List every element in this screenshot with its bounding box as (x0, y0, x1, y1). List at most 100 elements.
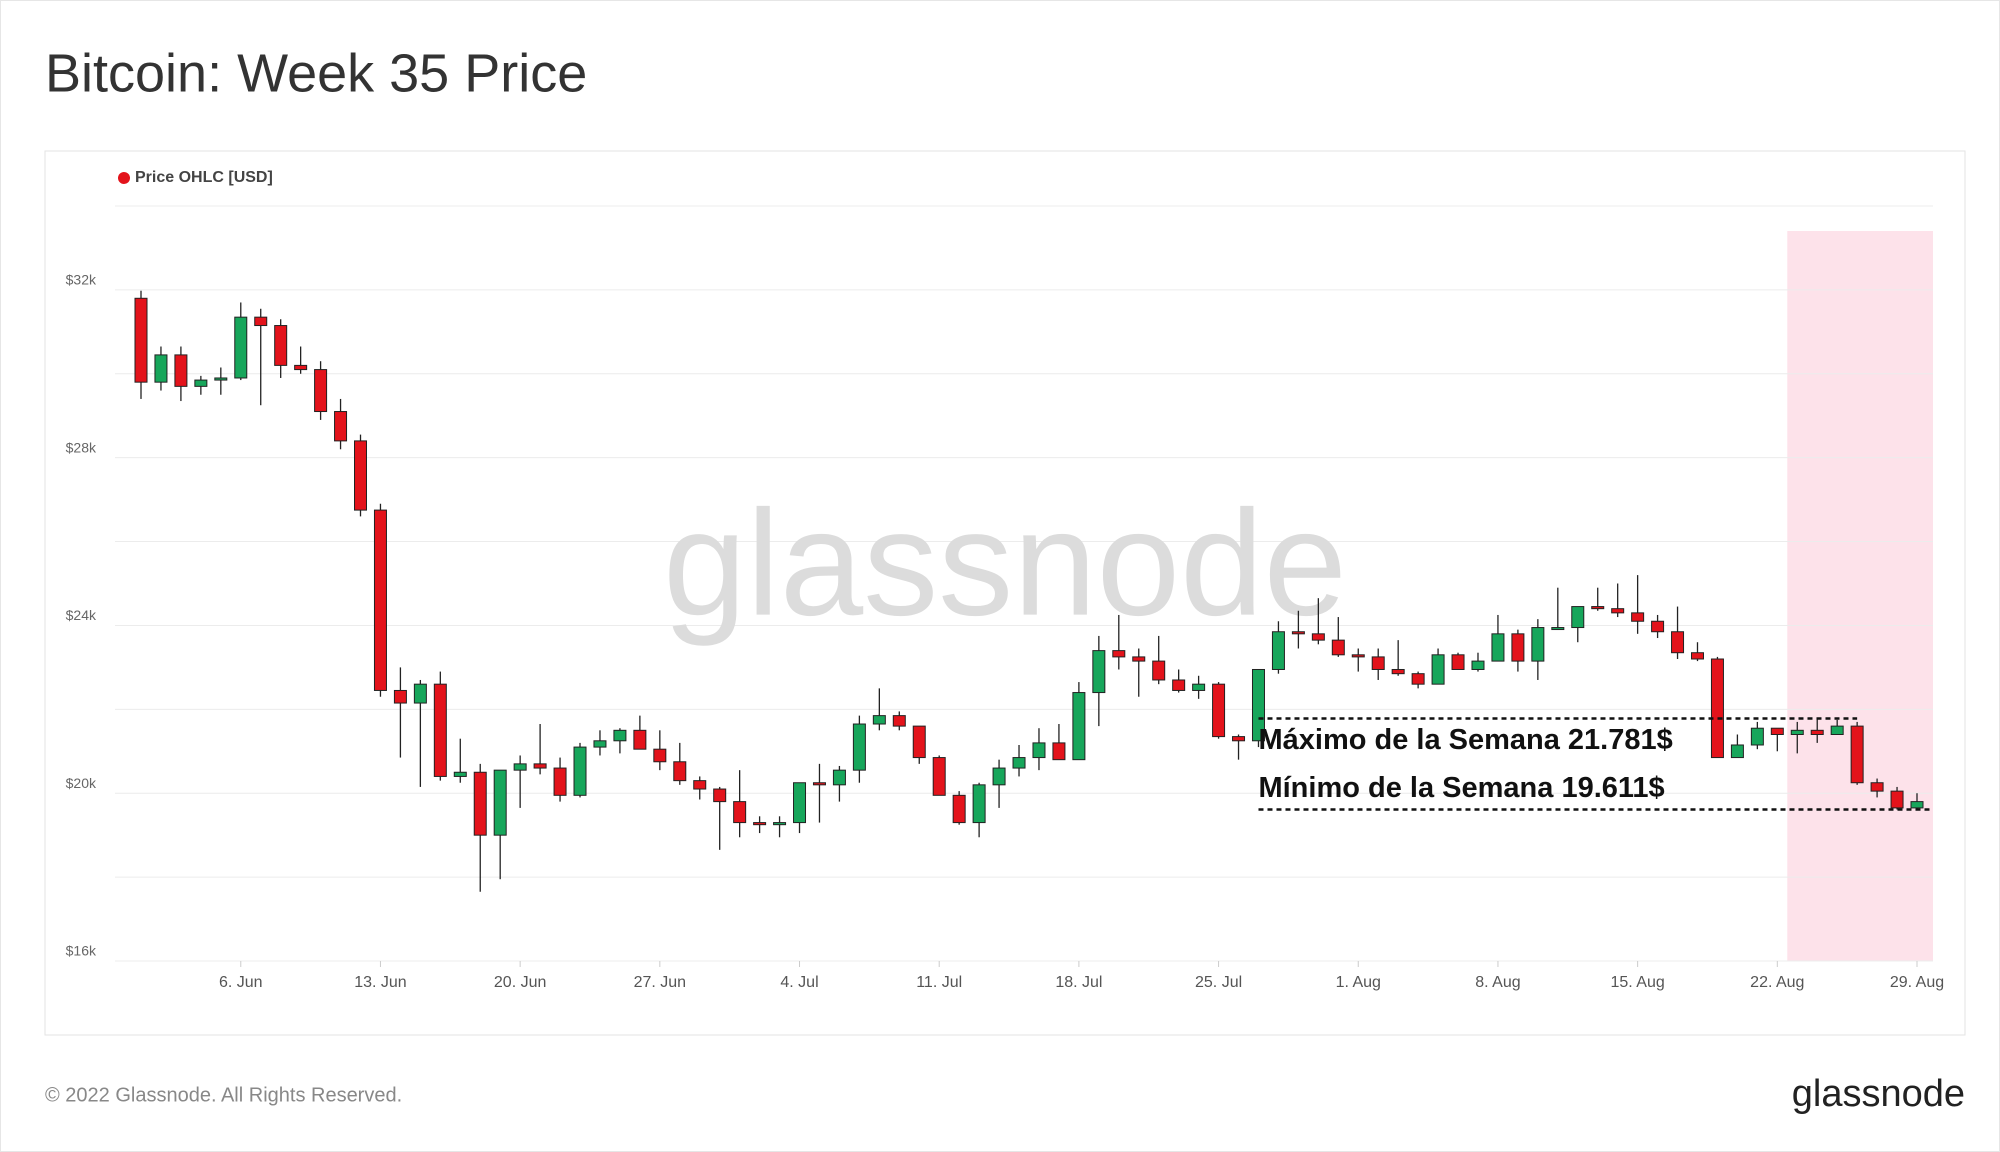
candle-body (1232, 736, 1246, 742)
candle-body (254, 316, 268, 327)
x-tick-label: 15. Aug (1610, 974, 1664, 991)
candle-body (1371, 656, 1385, 670)
candle-body (1890, 790, 1904, 809)
candle-body (1651, 620, 1665, 633)
x-tick-label: 4. Jul (780, 974, 818, 991)
candle-body (912, 725, 926, 759)
x-tick-label: 29. Aug (1890, 974, 1944, 991)
candle-body (1730, 744, 1744, 759)
candle-body (1710, 658, 1724, 759)
candle-body (1192, 683, 1206, 691)
candle-body (373, 509, 387, 691)
candle-body (1571, 606, 1585, 629)
candle-body (1072, 692, 1086, 761)
candle-body (294, 364, 308, 371)
candle-body (354, 440, 368, 511)
candle-body (693, 780, 707, 790)
highlight-region (1787, 231, 1933, 961)
candle-body (793, 782, 807, 824)
candle-body (573, 746, 587, 796)
candle-body (653, 748, 667, 763)
x-tick-label: 27. Jun (634, 974, 686, 991)
candle-body (1830, 725, 1844, 735)
x-tick-label: 13. Jun (354, 974, 406, 991)
candle-body (1311, 633, 1325, 641)
candle-body (832, 769, 846, 786)
logo: glassnode (1792, 1073, 1965, 1115)
candle-body (593, 740, 607, 748)
candle-body (733, 801, 747, 824)
candle-body (1331, 639, 1345, 656)
candle-body (1491, 633, 1505, 662)
candle-body (1132, 656, 1146, 662)
candle-body (1750, 727, 1764, 746)
y-tick-label: $24k (66, 607, 97, 623)
candle-body (1271, 631, 1285, 670)
candle-body (932, 757, 946, 796)
x-tick-label: 25. Jul (1195, 974, 1242, 991)
candle-body (1531, 627, 1545, 662)
candle-body (413, 683, 427, 704)
candle-body (433, 683, 447, 777)
candle-body (1012, 757, 1026, 769)
candle-body (1790, 729, 1804, 735)
candle-body (1770, 727, 1784, 735)
candle-body (1152, 660, 1166, 681)
candle-body (1591, 606, 1605, 610)
watermark: glassnode (663, 479, 1347, 647)
candle-body (992, 767, 1006, 786)
candle-body (1172, 679, 1186, 691)
candle-body (1611, 608, 1625, 614)
candle-body (1690, 652, 1704, 660)
y-tick-label: $16k (66, 943, 97, 959)
candle-body (134, 297, 148, 383)
candle-body (892, 715, 906, 727)
candle-body (812, 782, 826, 786)
x-tick-label: 22. Aug (1750, 974, 1804, 991)
candle-body (1451, 654, 1465, 670)
candle-body (1850, 725, 1864, 784)
candle-body (1411, 673, 1425, 685)
candle-body (1291, 631, 1305, 635)
candle-body (633, 729, 647, 750)
candle-body (713, 788, 727, 803)
candle-body (613, 729, 627, 742)
candle-body (872, 715, 886, 725)
candle-body (1471, 660, 1485, 670)
candle-body (1092, 650, 1106, 694)
candle-body (673, 761, 687, 782)
candle-body (1212, 683, 1226, 738)
footer: © 2022 Glassnode. All Rights Reserved. (45, 1084, 402, 1106)
x-tick-label: 11. Jul (916, 974, 962, 991)
x-tick-label: 1. Aug (1336, 974, 1381, 991)
candle-body (1052, 742, 1066, 761)
x-tick-label: 8. Aug (1475, 974, 1520, 991)
candle-body (753, 822, 767, 826)
candle-body (1032, 742, 1046, 759)
candle-body (194, 379, 208, 387)
candle-body (214, 377, 228, 381)
candle-body (1511, 633, 1525, 662)
candle-body (1910, 801, 1924, 809)
y-tick-label: $28k (66, 439, 97, 455)
candle-body (972, 784, 986, 824)
candle-body (453, 771, 467, 777)
candle-body (1251, 668, 1265, 742)
candle-body (1391, 668, 1405, 675)
x-tick-label: 18. Jul (1055, 974, 1102, 991)
y-tick-label: $20k (66, 775, 97, 791)
candle-body (1631, 612, 1645, 622)
candle-body (773, 822, 787, 826)
candle-body (513, 763, 527, 771)
candle-body (174, 354, 188, 387)
x-tick-label: 20. Jun (494, 974, 546, 991)
annotation-text: Mínimo de la Semana 19.611$ (1258, 772, 1664, 804)
candle-body (553, 767, 567, 796)
legend-marker (118, 172, 130, 184)
candle-body (393, 689, 407, 704)
chart-title: Bitcoin: Week 35 Price (45, 43, 587, 103)
x-tick-label: 6. Jun (219, 974, 263, 991)
candle-body (274, 325, 288, 366)
candle-body (1112, 650, 1126, 658)
